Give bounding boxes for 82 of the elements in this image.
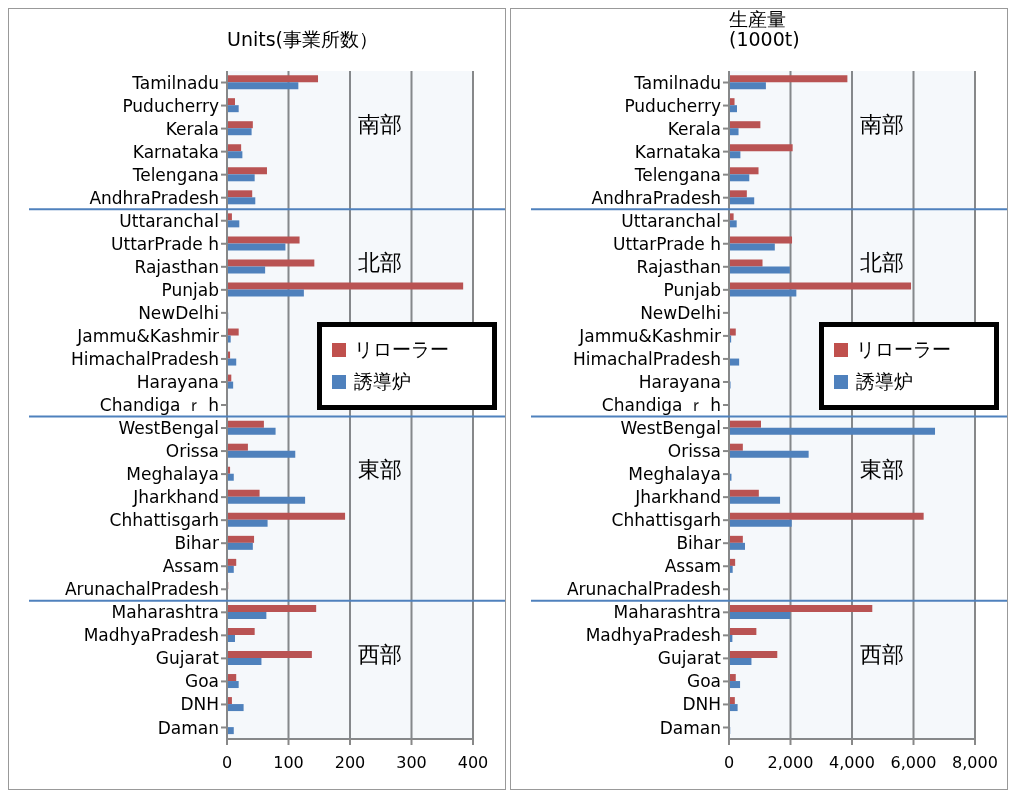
y-tick-label: Rajasthan [636,256,721,277]
y-tick-label: Orissa [165,441,219,462]
y-tick-label: Uttaranchal [621,210,721,231]
x-tick-label: 400 [457,753,489,773]
band-label: 北部 [357,250,402,276]
legend-label: リローラー [354,337,449,363]
x-tick-label: 0 [221,753,233,773]
x-tick-label: 300 [396,753,427,773]
y-tick-label: AndhraPradesh [89,187,219,208]
chart-title: 生産量 (1000t) [729,8,800,50]
y-tick-label: Maharashtra [613,602,721,623]
y-tick-label: DNH [180,694,219,715]
x-tick-label: 4,000 [829,753,875,773]
band-label: 南部 [859,111,904,137]
x-tick-label: 6,000 [890,753,937,773]
y-tick-label: Uttaranchal [119,210,219,231]
legend-label: 誘導炉 [856,369,913,395]
y-tick-label: Chhattisgarh [109,510,219,531]
y-tick-label: Jammu&Kashmir [76,325,219,346]
band-label: 西部 [357,641,402,667]
y-tick-label: WestBengal [118,418,219,439]
y-tick-label: Jharkhand [634,487,721,508]
y-tick-label: Maharashtra [111,602,219,623]
y-tick-label: Kerala [165,118,219,139]
band-label: 北部 [859,250,904,276]
y-tick-label: MadhyaPradesh [585,625,721,646]
x-tick-label: 2,000 [767,753,814,773]
y-tick-label: Telengana [633,164,721,185]
legend-label: 誘導炉 [354,369,411,395]
y-tick-label: Chhattisgarh [611,510,721,531]
y-tick-label: Puducherry [122,95,219,116]
x-tick-label: 8,000 [952,753,998,773]
y-tick-label: Jammu&Kashmir [578,325,721,346]
y-tick-label: UttarPrade h [111,233,219,254]
band-label: 東部 [357,457,402,483]
y-tick-label: Orissa [667,441,721,462]
y-tick-label: ArunachalPradesh [64,579,219,600]
y-tick-label: Daman [659,717,721,738]
y-tick-label: ArunachalPradesh [566,579,721,600]
y-tick-label: Daman [157,717,219,738]
y-tick-label: Telengana [131,164,219,185]
y-tick-label: Assam [664,556,721,577]
band-label: 南部 [357,111,402,137]
x-tick-label: 0 [723,753,735,773]
y-tick-label: Bihar [174,533,219,554]
y-tick-label: HimachalPradesh [573,348,721,369]
y-tick-label: Assam [162,556,219,577]
y-tick-label: Rajasthan [134,256,219,277]
y-tick-label: Harayana [136,372,219,392]
y-tick-label: Gujarat [657,648,722,669]
band-label: 西部 [859,641,904,667]
y-tick-label: Chandiga ｒ h [99,395,219,416]
y-tick-label: Meghalaya [126,464,219,485]
x-tick-label: 100 [273,753,304,773]
y-tick-label: NewDelhi [138,302,219,323]
y-tick-label: Tamilnadu [633,72,721,93]
y-tick-label: Gujarat [155,648,220,669]
y-tick-label: DNH [682,694,721,715]
y-tick-label: Chandiga ｒ h [601,395,721,416]
chart-title: Units(事業所数） [227,28,378,50]
y-tick-label: Bihar [676,533,721,554]
y-tick-label: WestBengal [620,418,721,439]
y-tick-label: Kerala [667,118,721,139]
y-tick-label: Goa [687,671,721,692]
band-label: 東部 [859,457,904,483]
y-tick-label: HimachalPradesh [71,348,219,369]
y-tick-label: NewDelhi [640,302,721,323]
y-tick-label: Jharkhand [132,487,219,508]
x-tick-label: 200 [334,753,366,773]
y-tick-label: Puducherry [624,95,721,116]
y-tick-label: Punjab [663,279,721,300]
y-tick-label: Meghalaya [628,464,721,485]
y-tick-label: Karnataka [634,141,721,162]
y-tick-label: Punjab [161,279,219,300]
y-tick-label: UttarPrade h [613,233,721,254]
y-tick-label: Goa [185,671,219,692]
y-tick-label: Harayana [638,372,721,392]
y-tick-label: Karnataka [132,141,219,162]
legend-label: リローラー [856,337,951,363]
y-tick-label: AndhraPradesh [591,187,721,208]
y-tick-label: MadhyaPradesh [83,625,219,646]
y-tick-label: Tamilnadu [131,72,219,93]
